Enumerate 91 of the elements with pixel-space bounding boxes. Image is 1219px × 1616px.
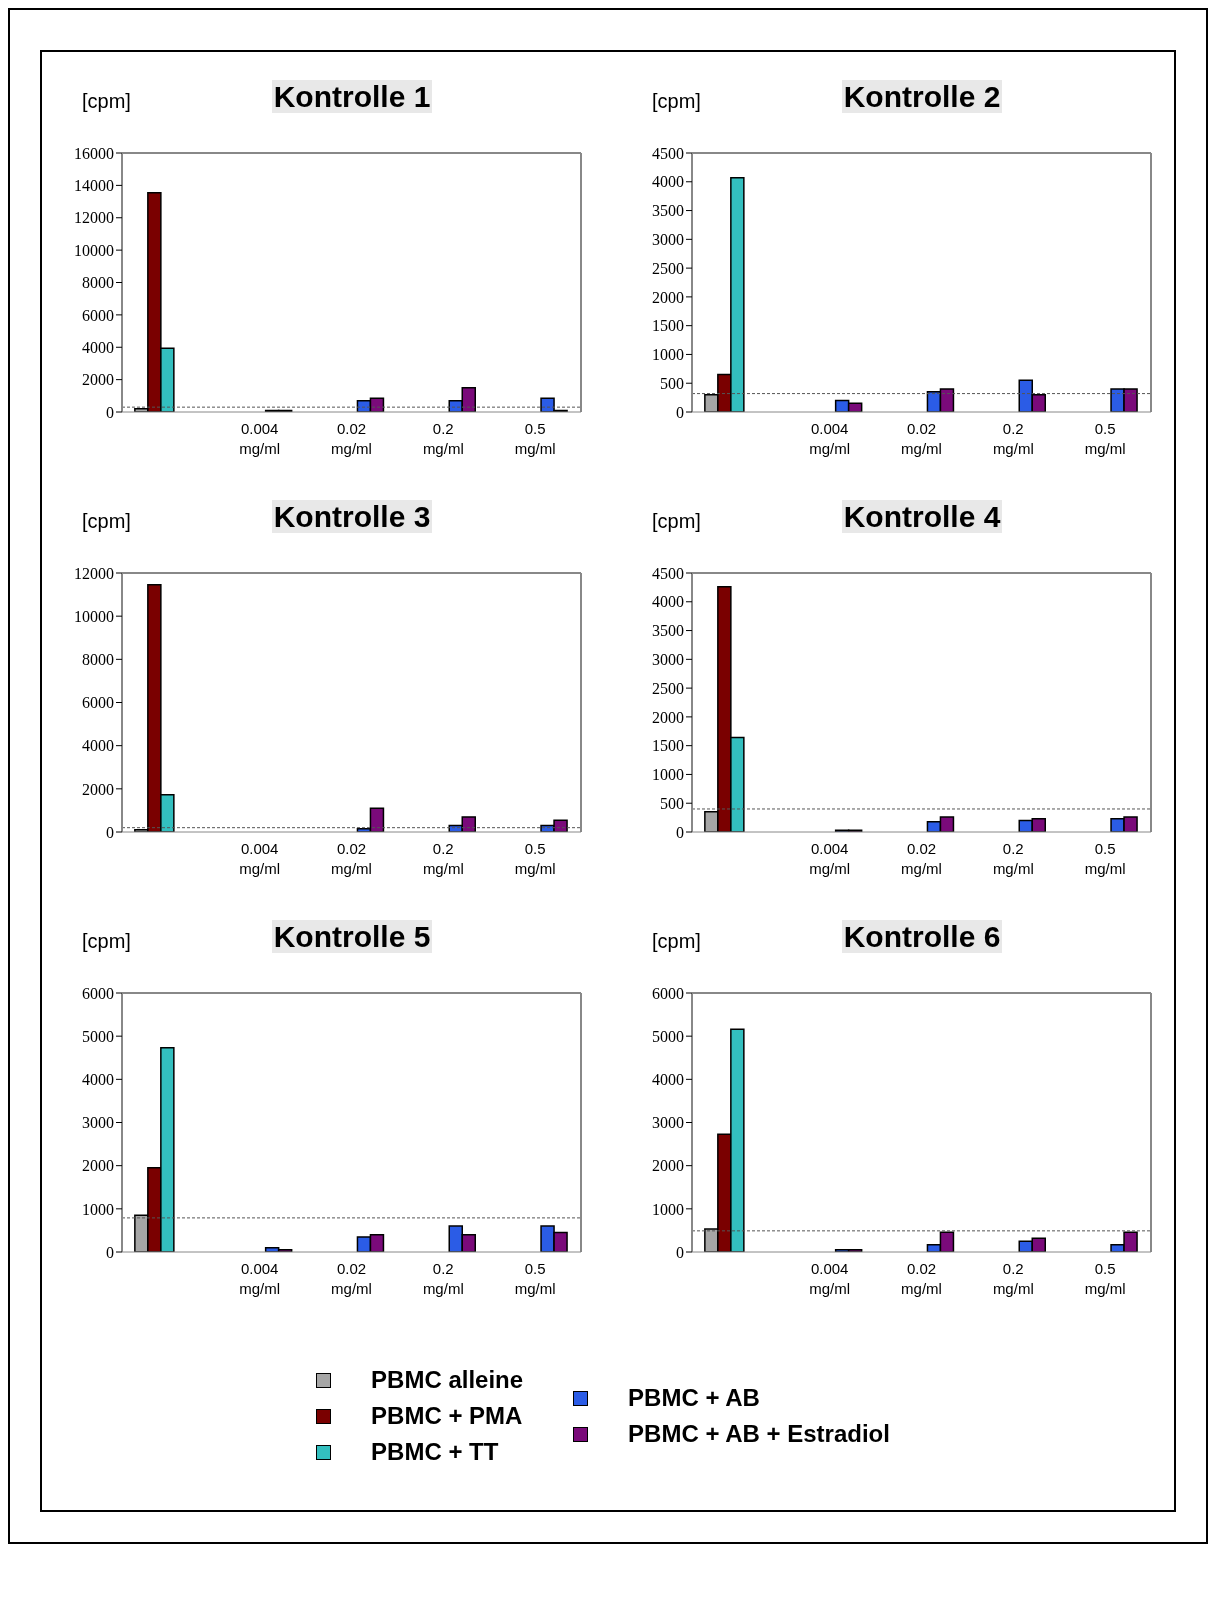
y-tick-label: 2500	[652, 259, 684, 277]
y-tick-label: 0	[106, 403, 114, 421]
y-tick-label: 10000	[74, 241, 114, 259]
legend-label: PBMC + PMA	[371, 1402, 523, 1430]
y-tick-label: 6000	[82, 984, 114, 1002]
y-tick-label: 1500	[652, 317, 684, 335]
y-tick-label: 10000	[74, 607, 114, 625]
y-tick-label: 14000	[74, 177, 114, 195]
x-tick-label: 0.5 mg/ml	[514, 840, 556, 877]
y-tick-label: 1000	[652, 766, 684, 784]
x-tick-label: 0.2 mg/ml	[992, 840, 1034, 877]
x-tick-label: 0.02 mg/ml	[331, 840, 372, 877]
x-tick-label: 0.2 mg/ml	[422, 1260, 464, 1297]
y-tick-label: 4000	[652, 593, 684, 611]
x-tick-label: 0.5 mg/ml	[1084, 840, 1126, 877]
y-tick-label: 0	[676, 403, 684, 421]
x-tick-label: 0.2 mg/ml	[992, 1260, 1034, 1297]
y-tick-label: 2000	[82, 780, 114, 798]
y-tick-label: 12000	[74, 209, 114, 227]
chart-title: Kontrolle 1	[271, 80, 433, 113]
y-tick-label: 12000	[74, 564, 114, 582]
y-tick-label: 1000	[652, 346, 684, 364]
y-tick-label: 16000	[74, 144, 114, 162]
x-tick-label: 0.5 mg/ml	[1084, 1260, 1126, 1297]
y-tick-label: 0	[106, 1243, 114, 1261]
legend-label: PBMC + AB	[628, 1384, 760, 1412]
x-tick-label: 0.2 mg/ml	[422, 840, 464, 877]
y-tick-label: 4000	[652, 1071, 684, 1089]
y-tick-label: 6000	[82, 694, 114, 712]
chart-title: Kontrolle 2	[841, 80, 1003, 113]
y-tick-label: 4000	[82, 338, 114, 356]
y-tick-label: 3500	[652, 622, 684, 640]
x-tick-label: 0.004 mg/ml	[239, 840, 281, 877]
y-tick-label: 1500	[652, 737, 684, 755]
x-tick-label: 0.004 mg/ml	[239, 420, 281, 457]
y-tick-label: 8000	[82, 651, 114, 669]
y-tick-label: 2500	[652, 679, 684, 697]
y-tick-label: 1000	[82, 1200, 114, 1218]
y-tick-label: 3000	[652, 651, 684, 669]
x-tick-label: 0.02 mg/ml	[331, 1260, 372, 1297]
y-tick-label: 4000	[82, 737, 114, 755]
legend-label: PBMC + TT	[371, 1438, 499, 1466]
x-tick-label: 0.5 mg/ml	[514, 1260, 556, 1297]
y-tick-label: 4500	[652, 144, 684, 162]
x-tick-label: 0.004 mg/ml	[239, 1260, 281, 1297]
y-tick-label: 4500	[652, 564, 684, 582]
x-tick-label: 0.5 mg/ml	[514, 420, 556, 457]
y-tick-label: 2000	[652, 288, 684, 306]
y-tick-label: 3500	[652, 202, 684, 220]
legend-label: PBMC alleine	[371, 1366, 524, 1394]
y-tick-label: 6000	[82, 306, 114, 324]
chart-title: Kontrolle 3	[271, 500, 433, 533]
x-tick-label: 0.2 mg/ml	[422, 420, 464, 457]
x-tick-label: 0.02 mg/ml	[901, 840, 942, 877]
y-tick-label: 3000	[82, 1114, 114, 1132]
y-tick-label: 0	[106, 823, 114, 841]
y-tick-label: 0	[676, 823, 684, 841]
chart-title: Kontrolle 4	[841, 500, 1003, 533]
y-tick-label: 500	[660, 374, 684, 392]
chart-title: Kontrolle 6	[841, 920, 1003, 953]
x-tick-label: 0.004 mg/ml	[809, 420, 851, 457]
x-tick-label: 0.02 mg/ml	[331, 420, 372, 457]
x-tick-label: 0.02 mg/ml	[901, 420, 942, 457]
y-axis-title: [cpm]	[652, 90, 701, 113]
x-tick-label: 0.2 mg/ml	[992, 420, 1034, 457]
x-tick-label: 0.02 mg/ml	[901, 1260, 942, 1297]
y-tick-label: 3000	[652, 1114, 684, 1132]
y-tick-label: 1000	[652, 1200, 684, 1218]
y-axis-title: [cpm]	[652, 510, 701, 533]
y-axis-title: [cpm]	[82, 930, 131, 953]
y-tick-label: 4000	[652, 173, 684, 191]
y-tick-label: 0	[676, 1243, 684, 1261]
y-tick-label: 6000	[652, 984, 684, 1002]
x-tick-label: 0.004 mg/ml	[809, 840, 851, 877]
y-tick-label: 2000	[652, 708, 684, 726]
y-axis-title: [cpm]	[652, 930, 701, 953]
y-tick-label: 5000	[82, 1027, 114, 1045]
y-axis-title: [cpm]	[82, 90, 131, 113]
legend-label: PBMC + AB + Estradiol	[628, 1420, 890, 1448]
y-tick-label: 500	[660, 794, 684, 812]
y-tick-label: 2000	[82, 371, 114, 389]
x-tick-label: 0.5 mg/ml	[1084, 420, 1126, 457]
y-tick-label: 3000	[652, 231, 684, 249]
y-tick-label: 2000	[652, 1157, 684, 1175]
y-tick-label: 2000	[82, 1157, 114, 1175]
y-tick-label: 5000	[652, 1027, 684, 1045]
chart-title: Kontrolle 5	[271, 920, 433, 953]
x-tick-label: 0.004 mg/ml	[809, 1260, 851, 1297]
y-axis-title: [cpm]	[82, 510, 131, 533]
y-tick-label: 4000	[82, 1071, 114, 1089]
y-tick-label: 8000	[82, 274, 114, 292]
